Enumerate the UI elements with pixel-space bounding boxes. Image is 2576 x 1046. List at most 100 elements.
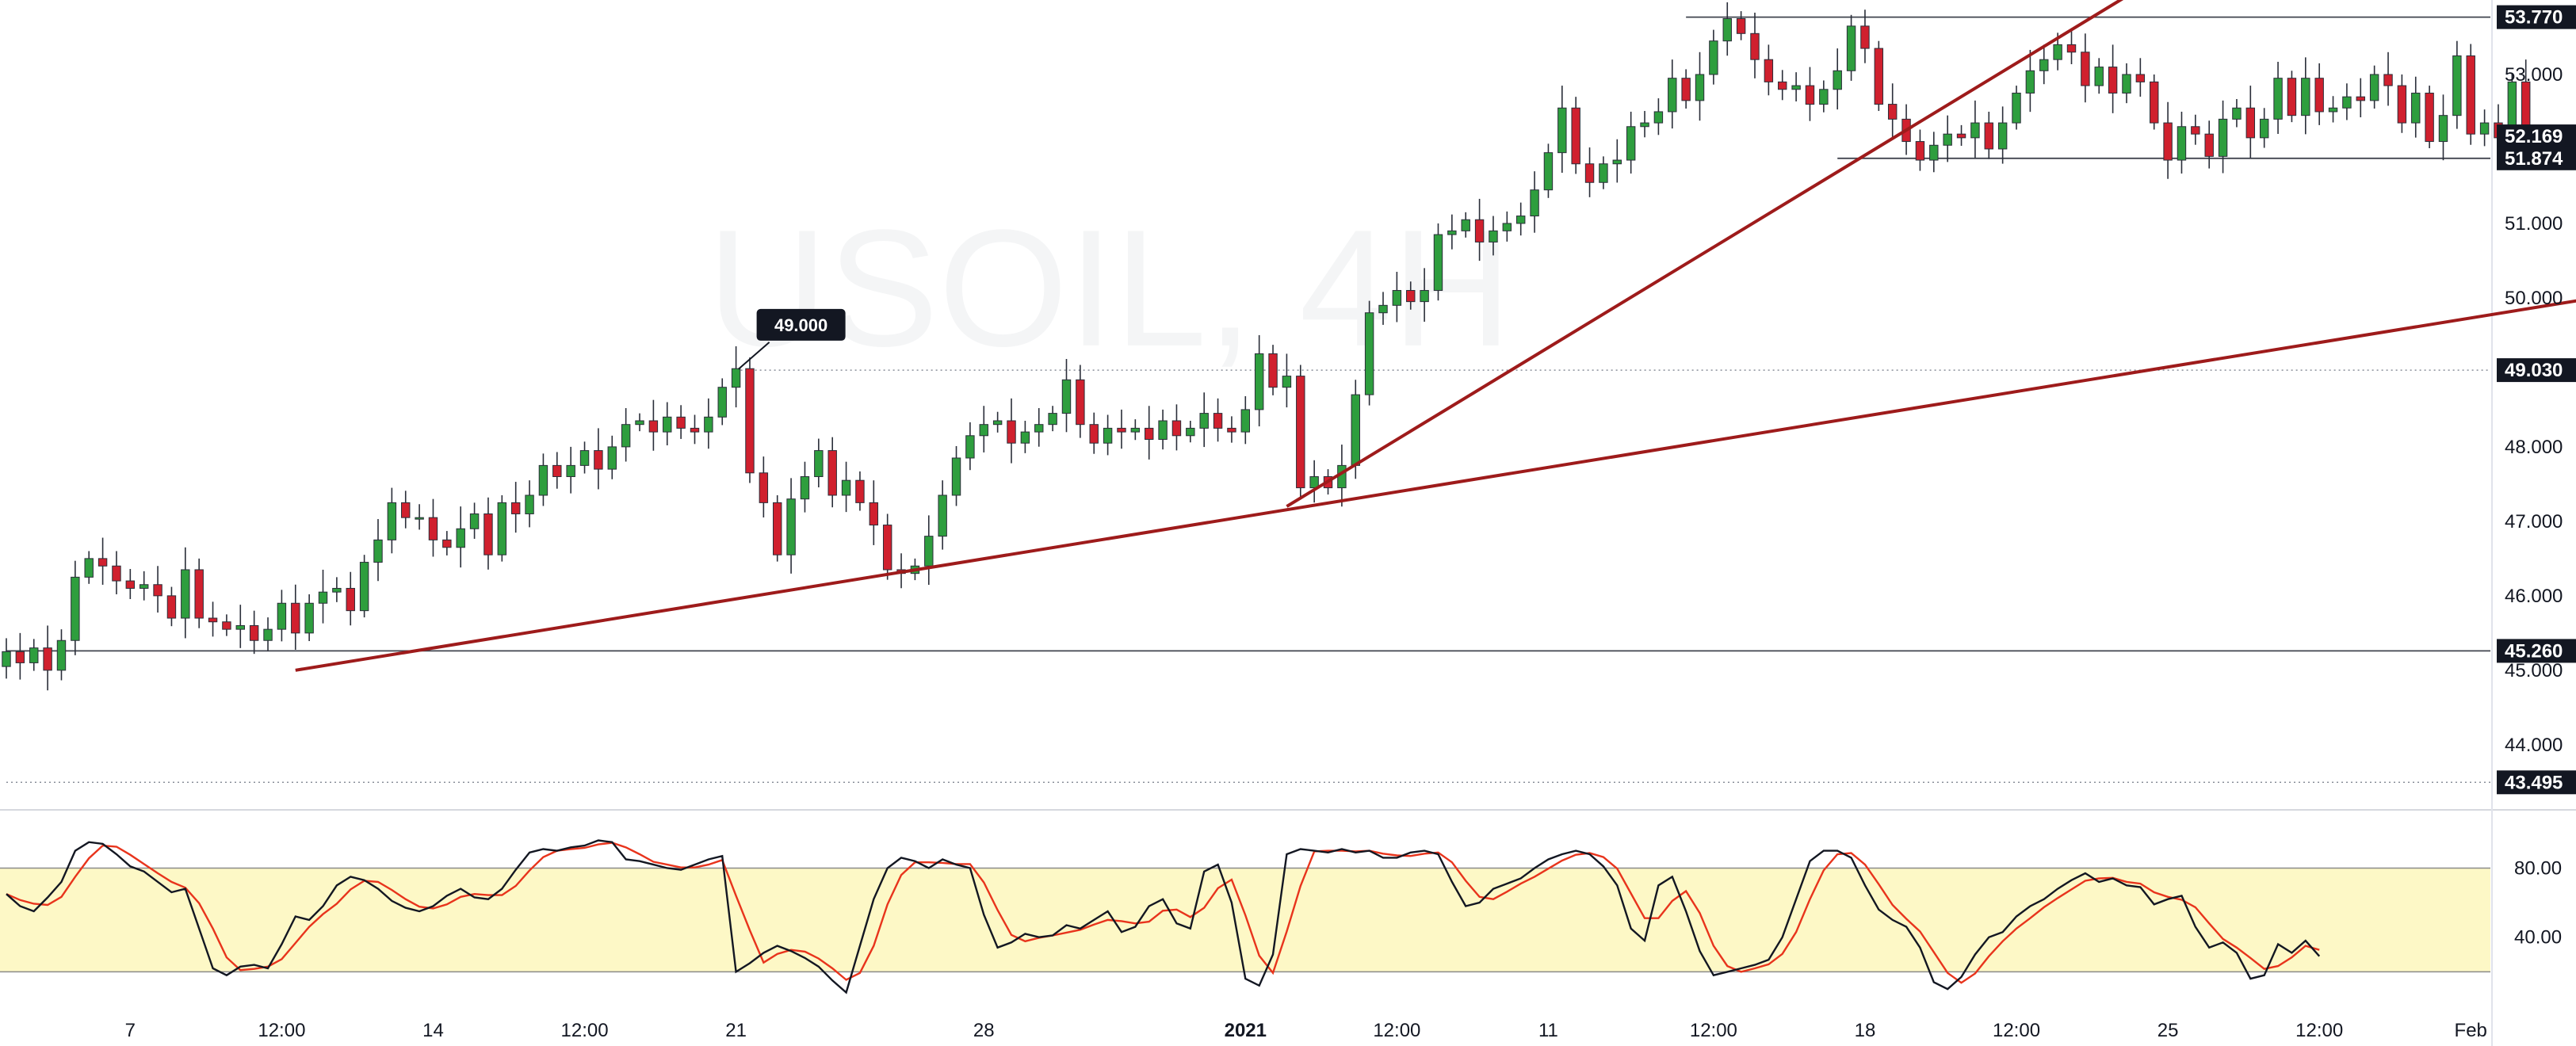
candle-down — [428, 517, 438, 540]
candle-up — [1846, 25, 1856, 71]
candle-up — [1612, 159, 1622, 165]
candle-up — [318, 591, 328, 604]
candle-down — [510, 502, 521, 514]
candle-up — [1557, 107, 1567, 154]
candle-up — [579, 450, 590, 466]
time-tick-label: 18 — [1855, 1020, 1876, 1041]
candle-up — [2369, 74, 2379, 101]
stochastic-d-line — [6, 842, 2320, 984]
candle-down — [15, 651, 25, 663]
candle-down — [2163, 122, 2173, 161]
candle-up — [1337, 464, 1347, 489]
annotations: 49.000 — [737, 308, 846, 370]
annotation-label: 49.000 — [774, 315, 827, 335]
candle-up — [456, 528, 465, 548]
candle-up — [566, 464, 575, 477]
candle-up — [373, 539, 383, 563]
candle-up — [2301, 78, 2310, 116]
candle-up — [1599, 163, 1608, 183]
stochastic-tick-label: 80.00 — [2514, 857, 2562, 879]
candle-down — [2204, 133, 2214, 157]
price-label-text: 49.030 — [2505, 360, 2563, 381]
candle-up — [181, 569, 190, 619]
watermark: USOIL, 4H — [707, 195, 1512, 381]
candle-down — [1956, 133, 1966, 139]
candle-down — [1571, 107, 1580, 165]
candle-down — [1296, 376, 1305, 489]
price-tick-label: 51.000 — [2505, 213, 2563, 235]
candle-up — [1970, 122, 1980, 139]
price-label-box — [2497, 146, 2576, 170]
candle-down — [1778, 81, 1787, 90]
candle-up — [1833, 70, 1842, 90]
candle-down — [43, 647, 52, 671]
price-tick-label: 53.000 — [2505, 64, 2563, 86]
time-tick-label: 11 — [1538, 1020, 1558, 1041]
candle-down — [483, 513, 493, 555]
candle-down — [882, 525, 892, 571]
time-tick-label: 12:00 — [258, 1020, 305, 1041]
candle-up — [415, 517, 424, 520]
price-tick-label: 48.000 — [2505, 437, 2563, 458]
candle-up — [663, 416, 672, 433]
time-axis: 7 12:00 14 12:00 21 28 2021 12:00 11 12:00 18 12:00… — [125, 1020, 2487, 1041]
candle-up — [497, 502, 507, 555]
candle-up — [1489, 230, 1498, 242]
candle-up — [2411, 92, 2421, 124]
candle-up — [2, 651, 11, 667]
candlestick-series — [2, 2, 2531, 691]
candle-down — [2191, 126, 2200, 135]
candle-up — [1103, 427, 1113, 444]
time-tick-label: 7 — [125, 1020, 136, 1041]
candle-up — [1929, 144, 1939, 161]
price-label-box — [2497, 124, 2576, 149]
candle-up — [1282, 376, 1292, 388]
candle-up — [607, 446, 617, 470]
candle-up — [1351, 394, 1360, 466]
candle-up — [1378, 304, 1388, 314]
candle-up — [2012, 92, 2021, 124]
candle-up — [1020, 431, 1030, 444]
candle-down — [2135, 74, 2146, 82]
candle-down — [1584, 163, 1595, 183]
candle-up — [359, 562, 369, 612]
stochastic-k-line — [6, 839, 2321, 994]
candle-up — [1158, 420, 1168, 440]
candle-up — [1997, 122, 2008, 150]
candle-up — [2025, 70, 2035, 94]
candle-up — [2232, 107, 2242, 120]
candle-up — [1447, 230, 1457, 235]
candle-down — [1076, 379, 1085, 426]
candle-up — [1061, 379, 1072, 414]
candle-up — [1543, 152, 1554, 191]
candle-down — [1681, 78, 1691, 101]
candle-down — [2383, 74, 2393, 86]
candle-up — [1668, 78, 1677, 113]
candle-up — [1309, 475, 1319, 489]
candle-up — [1420, 290, 1429, 303]
candle-down — [166, 595, 177, 619]
candle-up — [84, 558, 94, 578]
candle-up — [332, 587, 342, 593]
candle-up — [924, 536, 934, 567]
candle-down — [2245, 107, 2256, 139]
stochastic-lines — [6, 839, 2321, 994]
candle-down — [1474, 219, 1485, 242]
candle-up — [2094, 67, 2104, 86]
candle-down — [194, 569, 204, 619]
time-tick-label: 12:00 — [561, 1020, 609, 1041]
price-tick-label: 44.000 — [2505, 735, 2563, 756]
price-tick-label: 50.000 — [2505, 288, 2563, 309]
candle-down — [2314, 78, 2324, 113]
time-tick-label: 12:00 — [1993, 1020, 2040, 1041]
candle-up — [1530, 189, 1539, 217]
candle-down — [291, 602, 300, 634]
price-label-box — [2497, 770, 2576, 795]
candle-down — [112, 565, 121, 582]
annotation-pointer — [737, 342, 770, 370]
candle-up — [1364, 312, 1374, 395]
candle-up — [1515, 216, 1526, 224]
candle-up — [1722, 17, 1732, 42]
